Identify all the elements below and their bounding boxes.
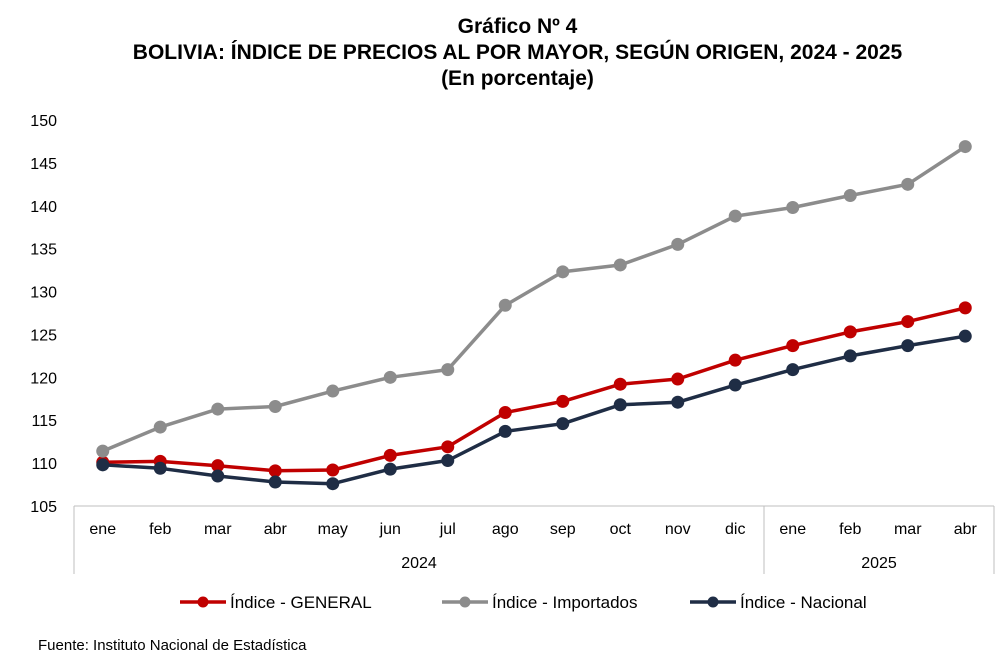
- y-tick-label: 135: [30, 242, 57, 259]
- data-point: [671, 395, 685, 409]
- x-tick-label: feb: [839, 521, 861, 538]
- data-point: [383, 448, 397, 462]
- x-tick-label: feb: [149, 521, 171, 538]
- data-point: [211, 469, 225, 483]
- data-point: [901, 339, 915, 353]
- x-tick-label: nov: [665, 521, 691, 538]
- legend-swatch-marker: [197, 596, 209, 608]
- data-point: [901, 315, 915, 329]
- source-note: Fuente: Instituto Nacional de Estadístic…: [38, 637, 307, 654]
- data-point: [441, 440, 455, 454]
- x-tick-label: mar: [204, 521, 232, 538]
- data-point: [326, 384, 340, 398]
- y-tick-label: 130: [30, 285, 57, 302]
- x-tick-label: mar: [894, 521, 922, 538]
- data-point: [268, 464, 282, 478]
- legend-label: Índice - Nacional: [740, 593, 867, 612]
- data-point: [958, 301, 972, 315]
- data-point: [441, 454, 455, 468]
- data-point: [153, 461, 167, 475]
- data-point: [786, 339, 800, 353]
- axis-layer: 105 110 115 120 125 130 135 140 145 150 ene feb mar a…: [30, 113, 995, 574]
- data-point: [613, 377, 627, 391]
- y-tick-label: 110: [31, 456, 57, 473]
- data-point: [786, 200, 800, 214]
- data-point: [843, 325, 857, 339]
- legend-swatch-marker: [459, 596, 471, 608]
- data-point: [441, 363, 455, 377]
- data-point: [326, 463, 340, 477]
- x-tick-label: dic: [725, 521, 745, 538]
- year-label: 2024: [401, 555, 437, 572]
- data-point: [383, 462, 397, 476]
- data-point: [843, 188, 857, 202]
- chart-unit: (En porcentaje): [441, 67, 594, 90]
- data-point: [498, 424, 512, 438]
- y-tick-label: 120: [30, 370, 57, 387]
- legend-swatch-marker: [707, 596, 719, 608]
- data-point: [728, 353, 742, 367]
- data-point: [671, 237, 685, 251]
- data-point: [786, 363, 800, 377]
- y-tick-label: 140: [30, 199, 57, 216]
- data-point: [211, 402, 225, 416]
- data-point: [958, 329, 972, 343]
- data-point: [96, 458, 110, 472]
- x-tick-label: may: [318, 521, 348, 538]
- y-tick-label: 125: [30, 327, 57, 344]
- x-tick-label: jul: [439, 521, 456, 538]
- x-tick-label: sep: [550, 521, 576, 538]
- x-tick-label: ene: [89, 521, 116, 538]
- x-tick-label: oct: [610, 521, 632, 538]
- x-tick-label: abr: [264, 521, 288, 538]
- data-point: [326, 477, 340, 491]
- legend: Índice - GENERAL Índice - Importados Índic…: [180, 593, 867, 612]
- legend-label: Índice - Importados: [492, 593, 638, 612]
- series-line: [101, 334, 968, 486]
- series-line: [101, 144, 968, 453]
- legend-label: Índice - GENERAL: [230, 593, 372, 612]
- data-point: [268, 399, 282, 413]
- series-line: [101, 306, 968, 473]
- data-point: [556, 265, 570, 279]
- series-layer: [96, 140, 972, 491]
- data-point: [613, 258, 627, 272]
- data-point: [901, 177, 915, 191]
- x-tick-label: abr: [954, 521, 978, 538]
- year-label: 2025: [861, 555, 897, 572]
- data-point: [96, 444, 110, 458]
- data-point: [498, 298, 512, 312]
- chart-subtitle: BOLIVIA: ÍNDICE DE PRECIOS AL POR MAYOR,…: [132, 41, 903, 64]
- data-point: [728, 209, 742, 223]
- data-point: [153, 420, 167, 434]
- data-point: [556, 394, 570, 408]
- x-tick-label: jun: [379, 521, 401, 538]
- y-tick-label: 115: [31, 413, 57, 430]
- x-tick-label: ago: [492, 521, 519, 538]
- data-point: [728, 378, 742, 392]
- y-tick-label: 150: [30, 113, 57, 130]
- data-point: [556, 417, 570, 431]
- data-point: [843, 349, 857, 363]
- x-tick-label: ene: [779, 521, 806, 538]
- chart-title: Gráfico Nº 4: [457, 15, 578, 38]
- data-point: [211, 459, 225, 473]
- data-point: [498, 406, 512, 420]
- data-point: [671, 372, 685, 386]
- data-point: [383, 370, 397, 384]
- data-point: [958, 140, 972, 154]
- y-tick-label: 145: [30, 156, 57, 173]
- data-point: [268, 475, 282, 489]
- data-point: [613, 398, 627, 412]
- y-tick-label: 105: [30, 499, 57, 516]
